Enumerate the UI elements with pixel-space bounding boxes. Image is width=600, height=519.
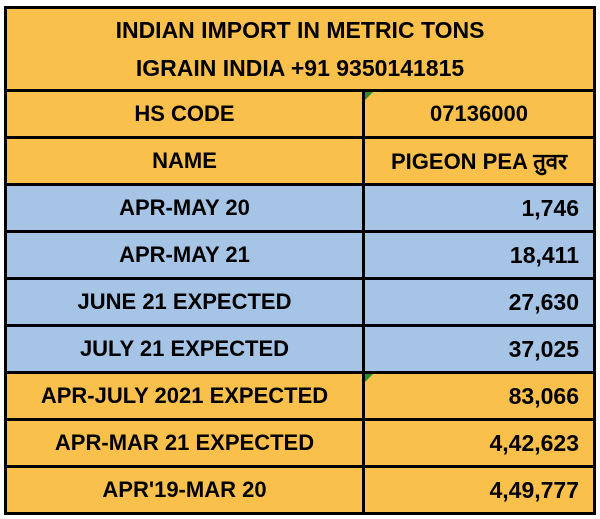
row-label: APR-JULY 2021 EXPECTED xyxy=(7,374,362,418)
row-value: 1,746 xyxy=(365,186,593,230)
row-label: APR-MAY 21 xyxy=(7,233,362,277)
row-label: APR-MAR 21 EXPECTED xyxy=(7,421,362,465)
row-value: 18,411 xyxy=(365,233,593,277)
title-line: IGRAIN INDIA +91 9350141815 xyxy=(135,55,465,81)
row-value: 27,630 xyxy=(365,280,593,324)
comment-marker xyxy=(365,374,373,382)
row-value: 37,025 xyxy=(365,327,593,371)
header-label: HS CODE xyxy=(7,92,362,136)
row-label: APR'19-MAR 20 xyxy=(7,468,362,512)
header-value-text: 07136000 xyxy=(430,101,528,126)
row-label: JULY 21 EXPECTED xyxy=(7,327,362,371)
title-line: INDIAN IMPORT IN METRIC TONS xyxy=(115,17,485,43)
row-value: 4,42,623 xyxy=(365,421,593,465)
row-label: APR-MAY 20 xyxy=(7,186,362,230)
row-value: 83,066 xyxy=(365,374,593,418)
row-value-text: 83,066 xyxy=(508,382,579,409)
row-label: JUNE 21 EXPECTED xyxy=(7,280,362,324)
header-value: 07136000 xyxy=(365,92,593,136)
header-value: PIGEON PEA तुवर xyxy=(365,139,593,183)
comment-marker xyxy=(365,92,373,100)
header-label: NAME xyxy=(7,139,362,183)
import-table: INDIAN IMPORT IN METRIC TONS IGRAIN INDI… xyxy=(4,6,596,515)
row-value: 4,49,777 xyxy=(365,468,593,512)
title-cell: INDIAN IMPORT IN METRIC TONS IGRAIN INDI… xyxy=(7,9,593,89)
